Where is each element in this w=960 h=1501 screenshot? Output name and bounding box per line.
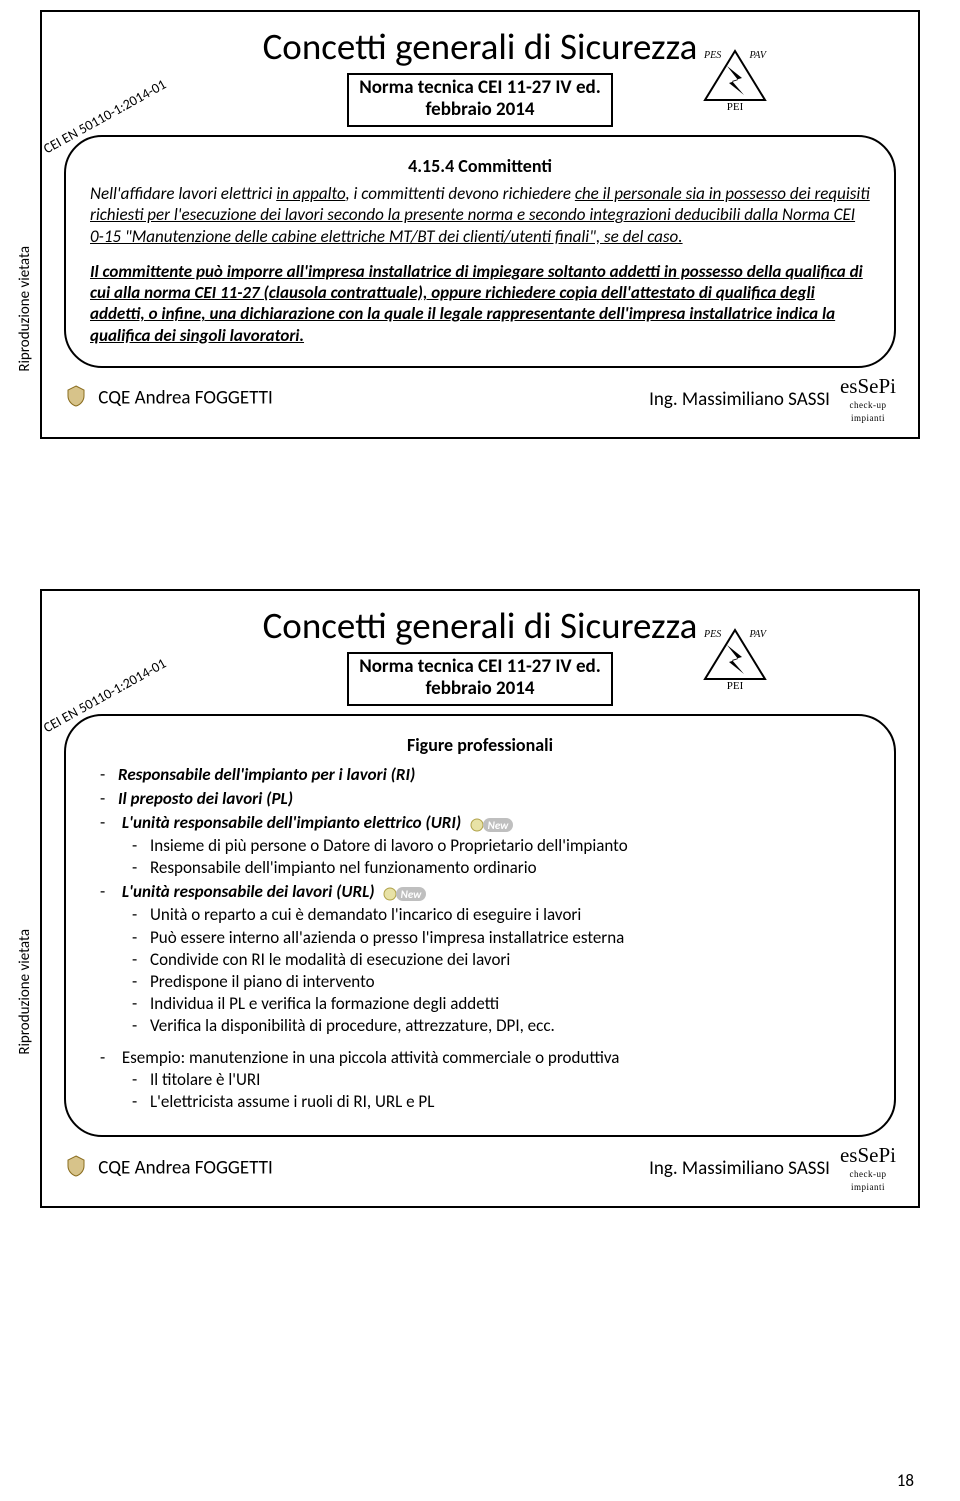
norma-line2: febbraio 2014: [425, 677, 534, 700]
reproduction-label: Riproduzione vietata: [16, 929, 34, 1055]
crest-icon: [64, 384, 88, 414]
item-example-sub1: Il titolare è l'URI: [132, 1069, 870, 1091]
item-example-sub2: L'elettricista assume i ruoli di RI, URL…: [132, 1091, 870, 1113]
item-url-sub5: Individua il PL e verifica la formazione…: [132, 993, 870, 1015]
p1-underline: in appalto: [276, 183, 345, 204]
item-url-sub4: Predispone il piano di intervento: [132, 971, 870, 993]
new-badge-icon: New: [469, 813, 515, 835]
item-url-sub1: Unità o reparto a cui è demandato l'inca…: [132, 904, 870, 926]
item-example: Esempio: manutenzione in una piccola att…: [122, 1047, 620, 1068]
item-url: L'unità responsabile dei lavori (URL): [122, 881, 375, 902]
triangle-left: PES: [704, 50, 721, 61]
page-number: 18: [897, 1470, 914, 1491]
triangle-right: PAV: [749, 50, 766, 61]
footer-right-wrap: Ing. Massimiliano SASSI esSePi check-up …: [649, 376, 896, 423]
norma-box: Norma tecnica CEI 11-27 IV ed. febbraio …: [347, 652, 613, 706]
item-uri-sub1: Insieme di più persone o Datore di lavor…: [132, 835, 870, 857]
author-left: CQE Andrea FOGGETTI: [98, 1156, 272, 1179]
essepi-brand: esSePi: [840, 1143, 896, 1167]
paragraph-1: Nell'affidare lavori elettrici in appalt…: [90, 183, 870, 247]
slide-title: Concetti generali di Sicurezza: [64, 24, 896, 69]
p1-part-b: , i committenti devono richiedere: [345, 183, 574, 204]
slide-2: CEI EN 50110-1:2014-01 Riproduzione viet…: [40, 589, 920, 1208]
footer-left: CQE Andrea FOGGETTI: [64, 384, 273, 414]
norma-line1: Norma tecnica CEI 11-27 IV ed.: [359, 76, 601, 99]
figure-list: Responsabile dell'impianto per i lavori …: [90, 764, 870, 1113]
content-panel: 4.15.4 Committenti Nell'affidare lavori …: [64, 135, 896, 368]
item-url-sub2: Può essere interno all'azienda o presso …: [132, 927, 870, 949]
essepi-logo: esSePi check-up impianti: [840, 1145, 896, 1192]
item-uri: L'unità responsabile dell'impianto elett…: [122, 812, 461, 833]
triangle-left: PES: [704, 629, 721, 640]
reproduction-label: Riproduzione vietata: [16, 246, 34, 372]
norma-box-row: Norma tecnica CEI 11-27 IV ed. febbraio …: [64, 652, 896, 706]
page: CEI EN 50110-1:2014-01 Riproduzione viet…: [0, 0, 960, 1501]
crest-icon: [64, 1154, 88, 1184]
paragraph-2: Il committente può imporre all'impresa i…: [90, 261, 870, 346]
new-badge-icon: New: [382, 882, 428, 904]
slide-1: CEI EN 50110-1:2014-01 Riproduzione viet…: [40, 10, 920, 439]
norma-line2: febbraio 2014: [425, 98, 534, 121]
author-right: Ing. Massimiliano SASSI: [649, 1157, 830, 1180]
norma-box-row: Norma tecnica CEI 11-27 IV ed. febbraio …: [64, 73, 896, 127]
essepi-logo: esSePi check-up impianti: [840, 376, 896, 423]
content-panel: Figure professionali Responsabile dell'i…: [64, 714, 896, 1138]
essepi-sub2: impianti: [851, 413, 885, 423]
p1-part-a: Nell'affidare lavori elettrici: [90, 183, 276, 204]
author-right: Ing. Massimiliano SASSI: [649, 388, 830, 411]
essepi-sub1: check-up: [850, 1169, 887, 1179]
item-ri: Responsabile dell'impianto per i lavori …: [118, 764, 415, 785]
section-heading: Figure professionali: [90, 734, 870, 757]
essepi-brand: esSePi: [840, 374, 896, 398]
slide-title: Concetti generali di Sicurezza: [64, 603, 896, 648]
footer-left: CQE Andrea FOGGETTI: [64, 1154, 273, 1184]
footer: CQE Andrea FOGGETTI Ing. Massimiliano SA…: [64, 376, 896, 423]
item-uri-sub2: Responsabile dell'impianto nel funzionam…: [132, 857, 870, 879]
item-url-sub3: Condivide con RI le modalità di esecuzio…: [132, 949, 870, 971]
svg-text:New: New: [401, 888, 423, 901]
author-left: CQE Andrea FOGGETTI: [98, 387, 272, 410]
triangle-right: PAV: [749, 629, 766, 640]
essepi-sub1: check-up: [850, 400, 887, 410]
essepi-sub2: impianti: [851, 1182, 885, 1192]
norma-box: Norma tecnica CEI 11-27 IV ed. febbraio …: [347, 73, 613, 127]
item-url-sub6: Verifica la disponibilità di procedure, …: [132, 1015, 870, 1037]
svg-text:New: New: [488, 819, 510, 832]
norma-line1: Norma tecnica CEI 11-27 IV ed.: [359, 655, 601, 678]
footer: CQE Andrea FOGGETTI Ing. Massimiliano SA…: [64, 1145, 896, 1192]
footer-right-wrap: Ing. Massimiliano SASSI esSePi check-up …: [649, 1145, 896, 1192]
item-pl: Il preposto dei lavori (PL): [118, 788, 293, 809]
section-heading: 4.15.4 Committenti: [90, 155, 870, 178]
